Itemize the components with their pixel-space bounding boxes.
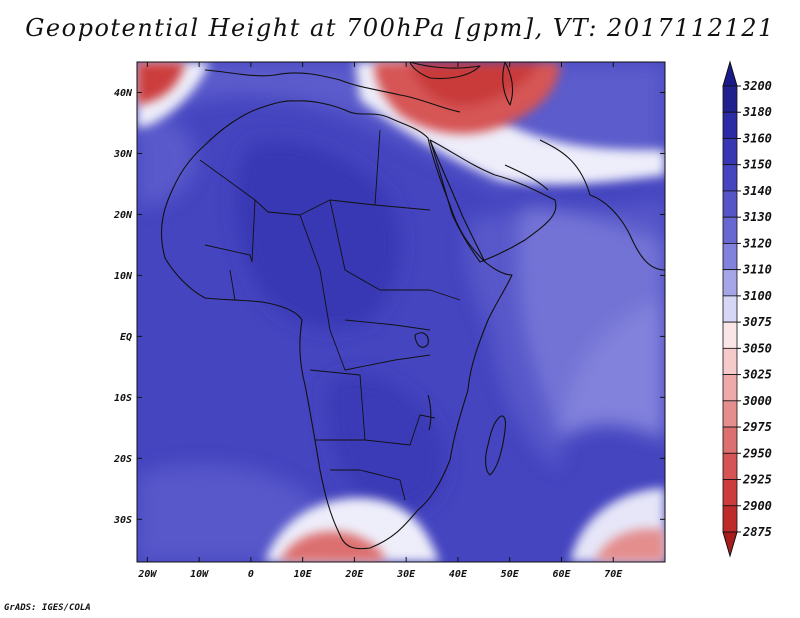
colorbar-swatch bbox=[722, 138, 738, 166]
colorbar-label: 3100 bbox=[742, 289, 772, 303]
colorbar-swatch bbox=[722, 111, 738, 139]
colorbar-swatch bbox=[722, 85, 738, 113]
madagascar-outline bbox=[485, 415, 506, 476]
lat-tick-label: 30S bbox=[113, 515, 132, 526]
lake-victoria bbox=[414, 332, 429, 348]
west-atlantic-light bbox=[137, 117, 196, 207]
colorbar-label: 3075 bbox=[742, 315, 772, 329]
africa-coastline bbox=[161, 100, 513, 550]
colorbar-label: 2975 bbox=[742, 420, 772, 434]
south-atlantic-trough bbox=[280, 531, 385, 562]
southern-indian-trough bbox=[595, 528, 665, 562]
lon-tick-label: 30E bbox=[396, 569, 416, 580]
longitude-axis: 20W 10W 0 10E 20E 30E 40E 50E 60E 70E bbox=[137, 62, 623, 580]
colorbar-label: 3150 bbox=[742, 158, 772, 172]
colorbar-label: 3120 bbox=[742, 236, 772, 250]
lon-tick-label: 10W bbox=[190, 569, 209, 580]
map-title: Geopotential Height at 700hPa [gpm], VT:… bbox=[25, 14, 775, 42]
colorbar-label: 3000 bbox=[742, 394, 772, 408]
lat-tick-label: 40N bbox=[114, 88, 133, 99]
colorbar-swatch bbox=[722, 347, 738, 375]
coastlines-borders bbox=[161, 62, 665, 550]
mediterranean-north-shore bbox=[204, 69, 461, 113]
lon-tick-label: 0 bbox=[248, 569, 254, 580]
colorbar-swatch bbox=[722, 374, 738, 402]
lat-tick-label: EQ bbox=[120, 332, 132, 343]
lat-tick-label: 10S bbox=[114, 393, 132, 404]
lon-tick-label: 70E bbox=[604, 569, 623, 580]
mediterranean-low-core bbox=[410, 62, 540, 106]
plot-frame bbox=[136, 61, 666, 563]
colorbar-swatch bbox=[722, 269, 738, 297]
iran-coast bbox=[539, 139, 591, 196]
colorbar-swatch bbox=[722, 164, 738, 192]
colorbar-swatch bbox=[722, 295, 738, 323]
lat-tick-label: 10N bbox=[114, 271, 133, 282]
colorbar-label: 3050 bbox=[742, 341, 772, 355]
lon-tick-label: 10E bbox=[294, 569, 313, 580]
colorbar-top-arrow bbox=[722, 60, 738, 87]
colorbar-label: 3140 bbox=[742, 184, 772, 198]
colorbar-label: 3180 bbox=[742, 105, 772, 119]
colorbar-swatch bbox=[722, 426, 738, 454]
latitude-axis: 40N 30N 20N 10N EQ 10S 20S 30S bbox=[113, 88, 665, 526]
colorbar-label: 3110 bbox=[742, 263, 772, 277]
lon-tick-label: 60E bbox=[552, 569, 571, 580]
persian-gulf bbox=[504, 164, 549, 191]
country-borders bbox=[199, 129, 461, 501]
black-sea bbox=[409, 62, 481, 80]
colorbar-label: 3130 bbox=[742, 210, 772, 224]
lat-tick-label: 20N bbox=[113, 210, 133, 221]
colorbar: 3200 3180 3160 3150 3140 3130 3120 3110 3100 3075… bbox=[722, 60, 772, 558]
lon-tick-label: 20E bbox=[344, 569, 364, 580]
colorbar-swatch bbox=[722, 479, 738, 507]
southern-ridge bbox=[327, 374, 446, 513]
colorbar-swatch bbox=[722, 190, 738, 218]
colorbar-swatch bbox=[722, 505, 738, 533]
colorbar-label: 2950 bbox=[742, 446, 772, 460]
grads-credit: GrADS: IGES/COLA bbox=[4, 603, 91, 613]
colorbar-label: 3025 bbox=[742, 368, 772, 382]
subtropical-ridge-sahara bbox=[235, 141, 401, 329]
lat-tick-label: 30N bbox=[113, 149, 133, 160]
colorbar-bottom-arrow bbox=[722, 531, 738, 558]
colorbar-label: 3200 bbox=[742, 79, 772, 93]
colorbar-label: 3160 bbox=[742, 131, 772, 145]
colorbar-swatch bbox=[722, 400, 738, 428]
lon-tick-label: 20W bbox=[137, 569, 157, 580]
colorbar-label: 2900 bbox=[742, 499, 772, 513]
caspian-sea bbox=[502, 62, 514, 106]
colorbar-swatch bbox=[722, 243, 738, 271]
colorbar-swatch bbox=[722, 321, 738, 349]
arabian-peninsula bbox=[429, 139, 557, 263]
north-atlantic-low bbox=[137, 62, 185, 105]
height-field bbox=[137, 62, 665, 562]
red-sea bbox=[429, 139, 486, 263]
lake-malawi bbox=[427, 394, 432, 431]
india-coast bbox=[589, 194, 665, 271]
lon-tick-label: 40E bbox=[449, 569, 468, 580]
colorbar-swatch bbox=[722, 452, 738, 480]
indian-ocean-low-outer bbox=[466, 200, 665, 470]
colorbar-label: 2875 bbox=[742, 525, 772, 539]
colorbar-label: 2925 bbox=[742, 473, 772, 487]
colorbar-swatch bbox=[722, 216, 738, 244]
lon-tick-label: 50E bbox=[501, 569, 520, 580]
lat-tick-label: 20S bbox=[113, 454, 132, 465]
